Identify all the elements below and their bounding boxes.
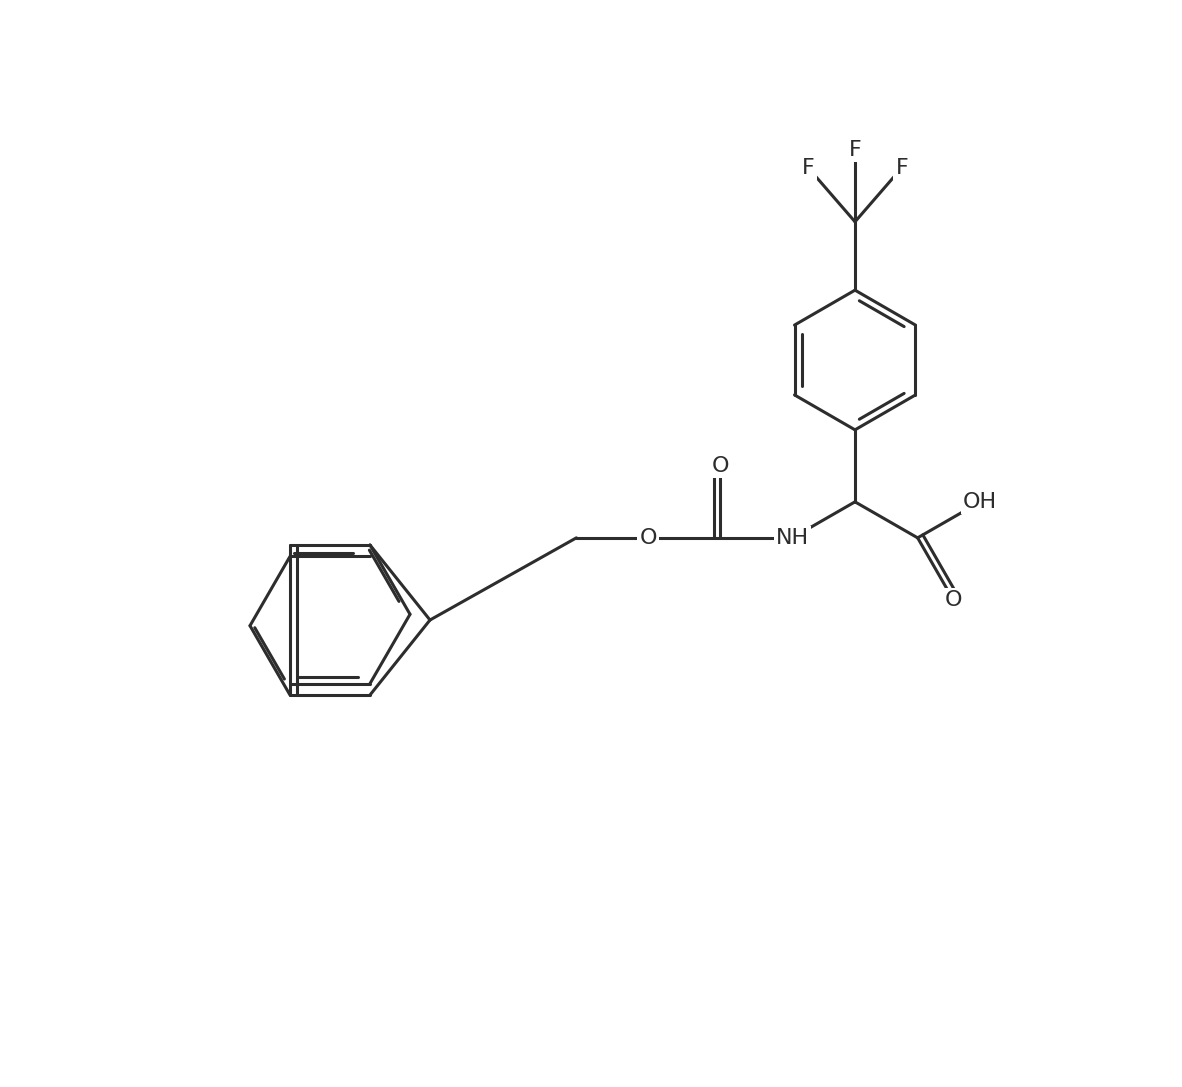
Text: O: O	[712, 455, 729, 476]
Text: OH: OH	[963, 491, 998, 512]
Text: F: F	[801, 158, 814, 178]
Text: F: F	[849, 140, 862, 160]
Text: NH: NH	[775, 528, 808, 548]
Text: O: O	[944, 590, 962, 611]
Text: F: F	[896, 158, 908, 178]
Text: O: O	[639, 528, 657, 548]
